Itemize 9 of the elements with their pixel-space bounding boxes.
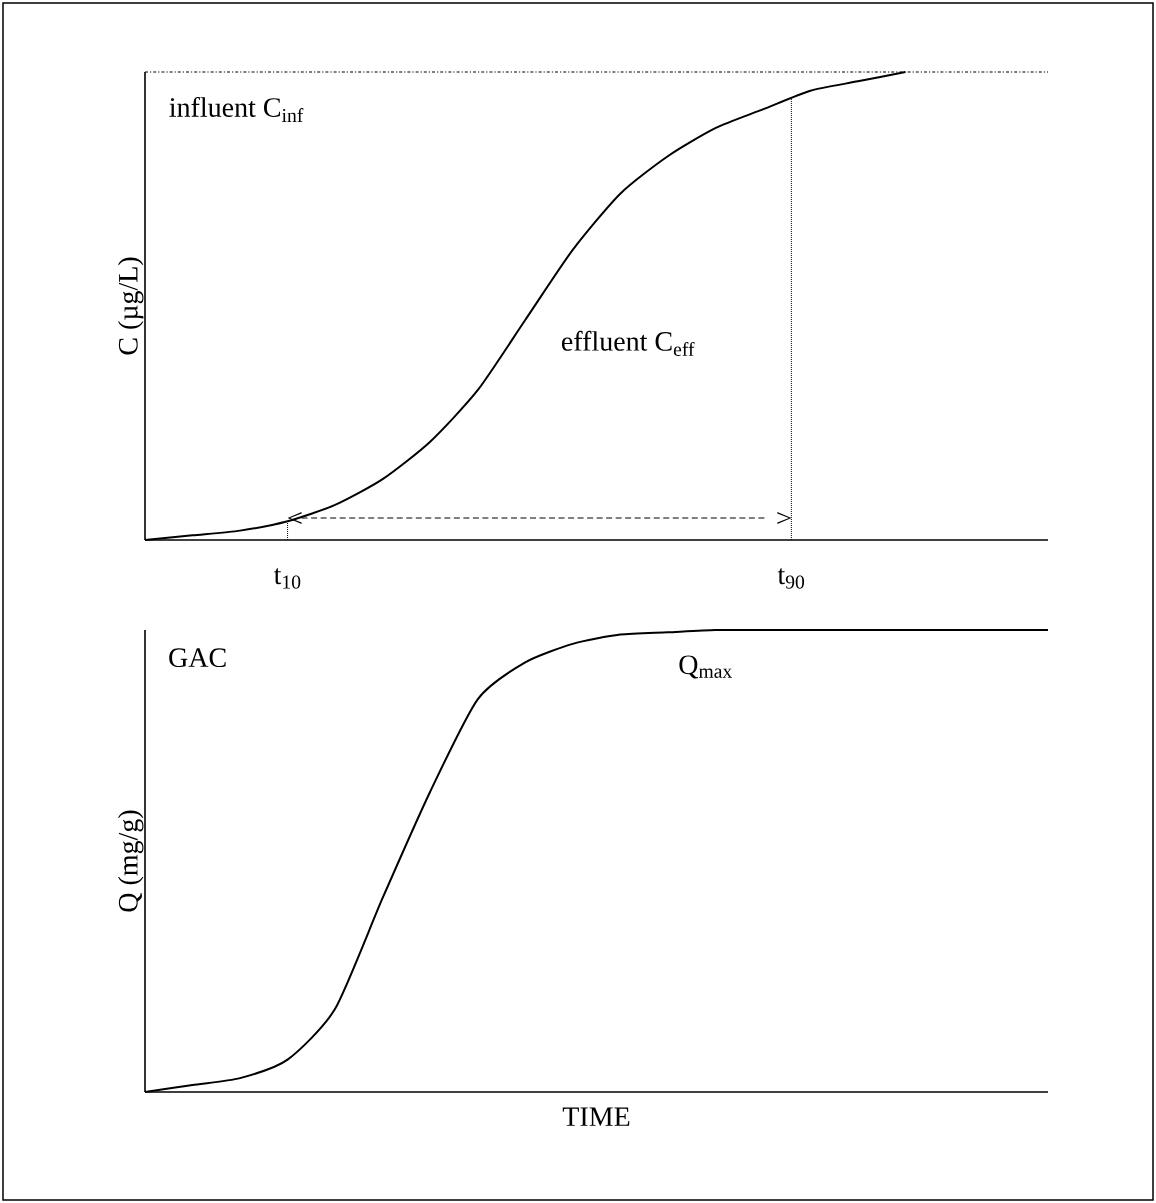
annotation: GAC <box>169 648 226 668</box>
text: t$_{10}$ <box>273 568 301 589</box>
y-axis-title: C (µg/L) <box>117 257 144 355</box>
series-label: effluent C$_{eff}$ <box>561 330 695 356</box>
y-axis-title: Q (mg/g) <box>117 810 144 912</box>
text: t$_{90}$ <box>777 568 805 589</box>
x-axis-title: TIME <box>562 1107 630 1126</box>
annotation: Q$_{max}$ <box>679 655 733 679</box>
ref-line-label: influent C$_{inf}$ <box>169 96 304 122</box>
